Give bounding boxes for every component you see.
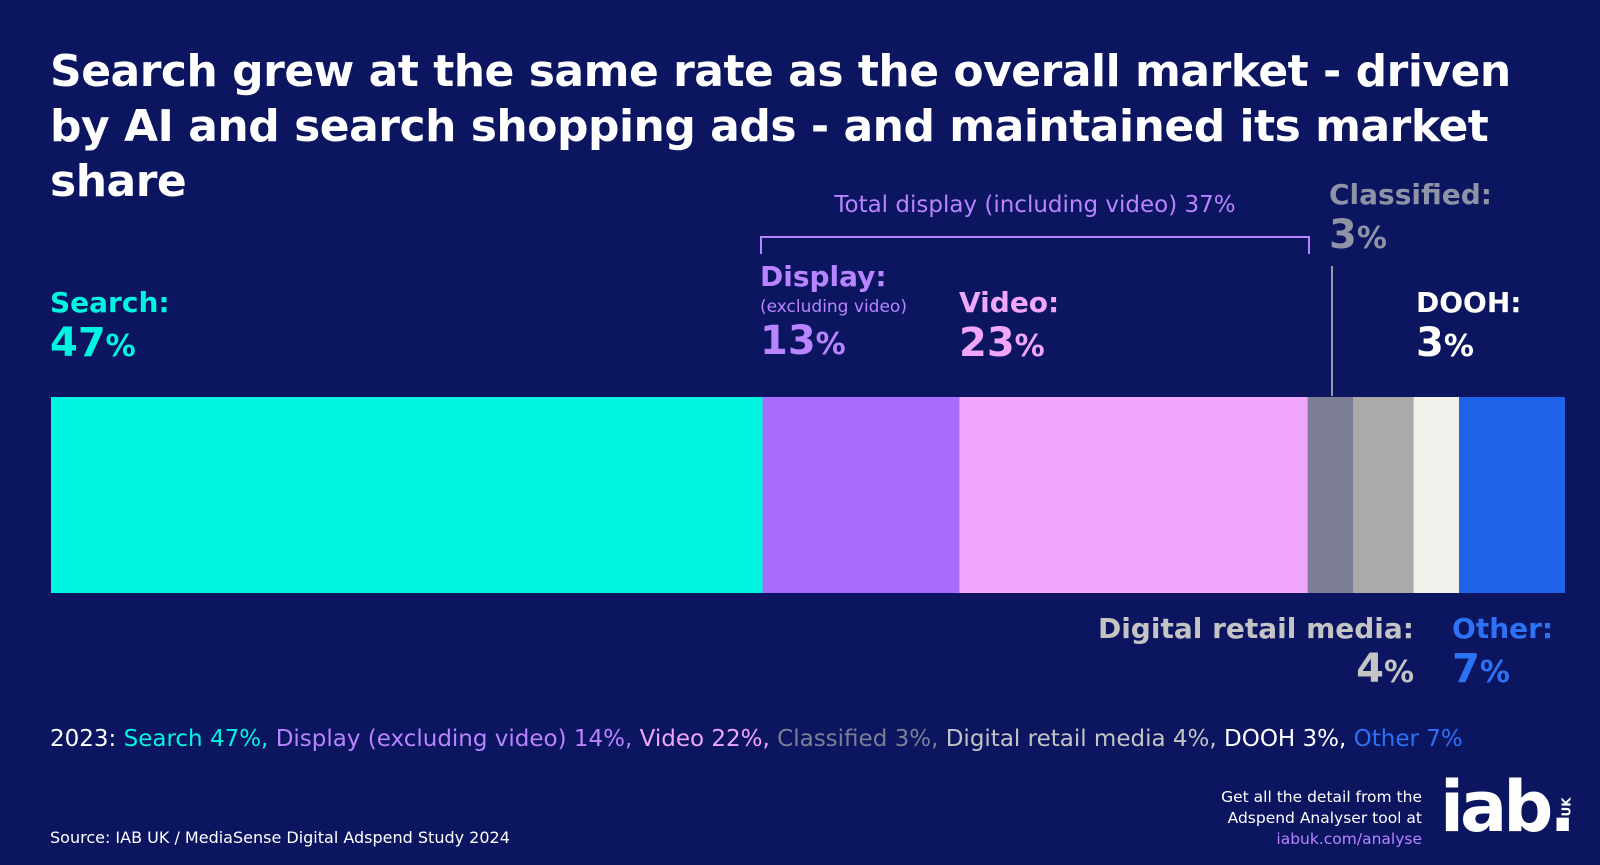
retail-label-value: 4% bbox=[1098, 646, 1414, 696]
cta-line-2: Adspend Analyser tool at bbox=[1227, 809, 1422, 827]
total-display-bracket bbox=[760, 236, 1310, 254]
dooh-value-number: 3 bbox=[1416, 320, 1444, 366]
bar-segment-other bbox=[1459, 397, 1565, 593]
bar-segment-search bbox=[51, 397, 764, 593]
retail-label: Digital retail media: 4% bbox=[1098, 612, 1414, 696]
classified-value-number: 3 bbox=[1329, 212, 1357, 258]
note-display: Display (excluding video) 14%, bbox=[275, 726, 633, 752]
display-label-sub: (excluding video) bbox=[760, 297, 907, 317]
display-label: Display: (excluding video) 13% bbox=[760, 260, 907, 368]
other-value-number: 7 bbox=[1452, 646, 1480, 692]
retail-value-number: 4 bbox=[1356, 646, 1384, 692]
display-value-pct: % bbox=[815, 327, 846, 362]
video-label-value: 23% bbox=[959, 320, 1059, 370]
note-other: Other 7% bbox=[1353, 726, 1463, 752]
display-value-number: 13 bbox=[760, 318, 816, 364]
display-label-value: 13% bbox=[760, 318, 907, 368]
bar-segment-digital-retail-media bbox=[1353, 397, 1415, 593]
dooh-label-name: DOOH: bbox=[1416, 286, 1522, 319]
bar-segment-video bbox=[959, 397, 1309, 593]
bar-segment-display bbox=[762, 397, 960, 593]
dooh-value-pct: % bbox=[1443, 329, 1474, 364]
display-label-name: Display: bbox=[760, 260, 887, 293]
other-value-pct: % bbox=[1479, 655, 1510, 690]
iab-logo-uk: UK bbox=[1559, 797, 1574, 817]
video-label: Video: 23% bbox=[959, 286, 1059, 370]
search-label-value: 47% bbox=[50, 320, 170, 370]
note-retail: Digital retail media 4%, bbox=[945, 726, 1217, 752]
source-note: Source: IAB UK / MediaSense Digital Adsp… bbox=[50, 828, 510, 847]
search-value-pct: % bbox=[105, 329, 136, 364]
dooh-label: DOOH: 3% bbox=[1416, 286, 1521, 370]
stacked-bar-chart bbox=[51, 397, 1565, 593]
other-label-name: Other: bbox=[1452, 612, 1554, 645]
iab-logo: iab. bbox=[1440, 766, 1576, 848]
total-display-label: Total display (including video) 37% bbox=[834, 192, 1236, 218]
note-classified: Classified 3%, bbox=[777, 726, 939, 752]
note-video: Video 22%, bbox=[639, 726, 770, 752]
classified-label-value: 3% bbox=[1329, 212, 1492, 262]
other-label: Other: 7% bbox=[1452, 612, 1553, 696]
video-value-pct: % bbox=[1014, 329, 1045, 364]
note-search: Search 47%, bbox=[123, 726, 269, 752]
bar-segment-dooh bbox=[1413, 397, 1460, 593]
note-prefix: 2023: bbox=[50, 726, 117, 752]
search-label: Search: 47% bbox=[50, 286, 170, 370]
search-label-name: Search: bbox=[50, 286, 170, 319]
other-label-value: 7% bbox=[1452, 646, 1553, 696]
retail-value-pct: % bbox=[1383, 655, 1414, 690]
comparison-2023-note: 2023: Search 47%, Display (excluding vid… bbox=[50, 726, 1463, 752]
cta-line-1: Get all the detail from the bbox=[1221, 788, 1422, 806]
chart-title: Search grew at the same rate as the over… bbox=[50, 46, 1511, 207]
video-value-number: 23 bbox=[959, 320, 1015, 366]
bar-segment-classified bbox=[1307, 397, 1354, 593]
classified-leader-line bbox=[1331, 266, 1333, 396]
classified-label: Classified: 3% bbox=[1329, 178, 1492, 262]
dooh-label-value: 3% bbox=[1416, 320, 1521, 370]
note-dooh: DOOH 3%, bbox=[1224, 726, 1347, 752]
cta-text: Get all the detail from the Adspend Anal… bbox=[1221, 787, 1422, 850]
classified-label-name: Classified: bbox=[1329, 178, 1492, 211]
search-value-number: 47 bbox=[50, 320, 106, 366]
cta-link[interactable]: iabuk.com/analyse bbox=[1276, 830, 1422, 848]
retail-label-name: Digital retail media: bbox=[1097, 612, 1414, 645]
classified-value-pct: % bbox=[1356, 221, 1387, 256]
video-label-name: Video: bbox=[959, 286, 1060, 319]
